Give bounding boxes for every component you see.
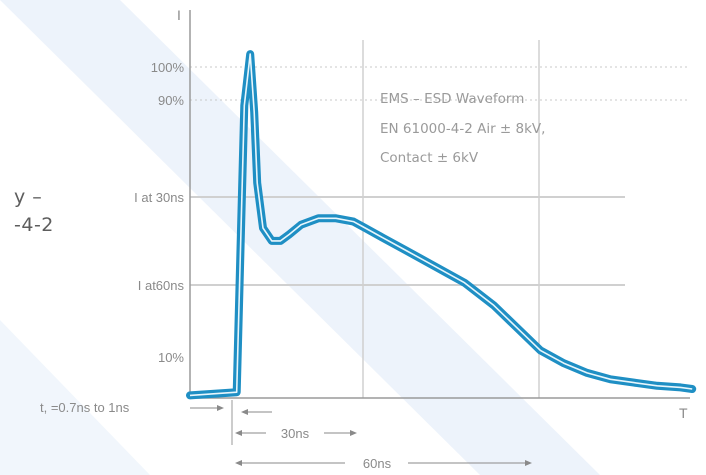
title-line-2: EN 61000-4-2 Air ± 8kV, (380, 121, 545, 137)
title-line-3: Contact ± 6kV (380, 150, 479, 166)
span60-left-head (235, 460, 242, 466)
span30-label: 30ns (281, 426, 310, 441)
y-axis-label: I (177, 7, 181, 23)
span60-label: 60ns (363, 456, 392, 471)
span30-left-head (235, 430, 242, 436)
axes (189, 10, 690, 399)
rise-time-label: t, =0.7ns to 1ns (40, 400, 130, 415)
side-caption-line1: y – (14, 186, 43, 208)
span30-right-head (350, 430, 357, 436)
side-caption-line2: -4-2 (14, 214, 54, 236)
chart-title: EMS – ESD Waveform EN 61000-4-2 Air ± 8k… (380, 91, 545, 166)
title-line-1: EMS – ESD Waveform (380, 91, 524, 107)
bg-corner-band (0, 120, 150, 475)
series-line-highlight-0 (189, 53, 693, 397)
y-tick-30ns: I at 30ns (134, 190, 184, 205)
y-tick-100: 100% (151, 60, 185, 75)
bg-diagonal-band (0, 0, 600, 475)
rise-left-arrow-head (241, 409, 248, 415)
y-tick-90: 90% (158, 93, 184, 108)
y-tick-10: 10% (158, 350, 184, 365)
y-tick-60ns: I at60ns (138, 278, 185, 293)
series-layer (186, 50, 697, 400)
rise-arrow-head (217, 405, 224, 411)
y-tick-labels: 100% 90% I at 30ns I at60ns 10% (134, 60, 184, 365)
background-shapes (0, 0, 600, 475)
time-annotations: t, =0.7ns to 1ns 30ns 60ns (40, 400, 532, 471)
span60-right-head (525, 460, 532, 466)
x-axis-label: T (679, 405, 688, 421)
